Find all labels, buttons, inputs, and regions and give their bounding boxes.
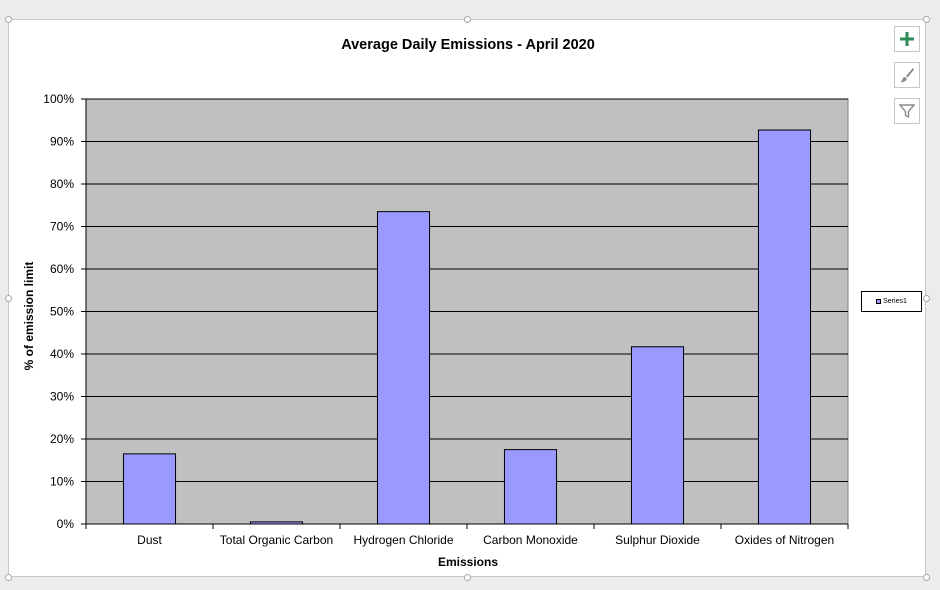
- funnel-icon: [899, 104, 915, 119]
- x-tick-label: Oxides of Nitrogen: [735, 533, 834, 547]
- legend[interactable]: Series1: [861, 291, 922, 312]
- resize-handle-top[interactable]: [464, 16, 471, 23]
- resize-handle-left[interactable]: [5, 295, 12, 302]
- resize-handle-bottom[interactable]: [464, 574, 471, 581]
- resize-handle-top-right[interactable]: [923, 16, 930, 23]
- x-tick-labels: Dust Total Organic Carbon Hydrogen Chlorid…: [137, 533, 834, 547]
- x-tick-label: Dust: [137, 533, 162, 547]
- bars: [122, 129, 812, 525]
- plus-icon: [900, 32, 914, 46]
- chart-filters-button[interactable]: [894, 98, 920, 124]
- x-tick-label: Carbon Monoxide: [483, 533, 578, 547]
- resize-handle-bottom-left[interactable]: [5, 574, 12, 581]
- chart-title: Average Daily Emissions - April 2020: [341, 37, 595, 53]
- bar[interactable]: [122, 453, 177, 525]
- legend-swatch: [876, 299, 882, 304]
- axes: [81, 98, 849, 529]
- x-axis-title: Emissions: [438, 555, 498, 569]
- bar[interactable]: [630, 346, 685, 525]
- bar[interactable]: [376, 211, 431, 525]
- y-axis-title: % of emission limit: [22, 262, 36, 371]
- grid-lines: [86, 98, 848, 482]
- y-tick-labels: 0% 10% 20% 30% 40% 50% 60% 70% 80% 90% 100%: [43, 92, 74, 531]
- y-tick-label: 0%: [57, 517, 75, 531]
- x-tick-label: Sulphur Dioxide: [615, 533, 700, 547]
- y-tick-label: 10%: [50, 475, 74, 489]
- chart-elements-button[interactable]: [894, 26, 920, 52]
- y-tick-label: 90%: [50, 135, 74, 149]
- y-tick-label: 70%: [50, 220, 74, 234]
- x-tick-label: Total Organic Carbon: [220, 533, 333, 547]
- chart-styles-button[interactable]: [894, 62, 920, 88]
- y-tick-label: 100%: [43, 92, 74, 106]
- brush-icon: [900, 68, 914, 83]
- legend-label: Series1: [883, 298, 907, 305]
- y-tick-label: 40%: [50, 347, 74, 361]
- x-tick-label: Hydrogen Chloride: [353, 533, 453, 547]
- y-tick-label: 30%: [50, 390, 74, 404]
- bar[interactable]: [503, 449, 558, 525]
- y-tick-label: 50%: [50, 305, 74, 319]
- bar[interactable]: [757, 129, 812, 525]
- y-tick-label: 60%: [50, 262, 74, 276]
- resize-handle-right[interactable]: [923, 295, 930, 302]
- y-tick-label: 80%: [50, 177, 74, 191]
- resize-handle-bottom-right[interactable]: [923, 574, 930, 581]
- y-tick-label: 20%: [50, 432, 74, 446]
- resize-handle-top-left[interactable]: [5, 16, 12, 23]
